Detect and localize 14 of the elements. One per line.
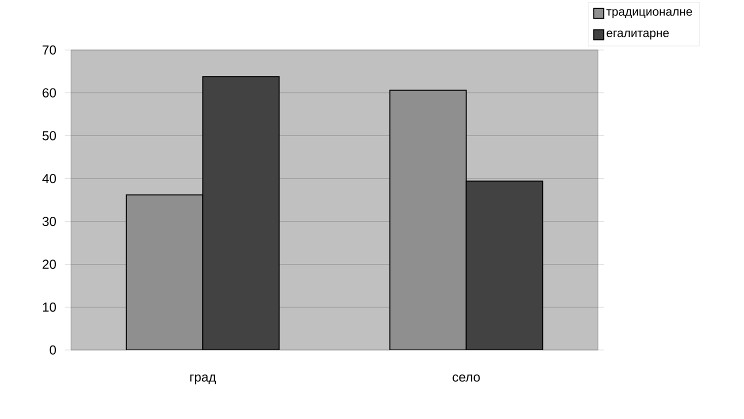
y-tick-label: 20 bbox=[42, 260, 56, 269]
x-tick-label: село bbox=[452, 374, 480, 382]
y-tick-label: 40 bbox=[42, 174, 56, 184]
y-tick-label: 30 bbox=[42, 216, 56, 226]
bar bbox=[466, 180, 544, 350]
y-tick-label: 10 bbox=[42, 302, 56, 312]
legend-label: традиционалне bbox=[606, 9, 692, 18]
bar bbox=[202, 76, 280, 350]
y-tick-label: 50 bbox=[42, 131, 56, 140]
y-tick-label: 60 bbox=[42, 88, 56, 98]
x-tick-label: град bbox=[190, 374, 216, 384]
y-tick-label: 70 bbox=[42, 45, 56, 55]
legend-label: егалитарне bbox=[606, 30, 669, 40]
y-tick-label: 0 bbox=[50, 345, 56, 355]
